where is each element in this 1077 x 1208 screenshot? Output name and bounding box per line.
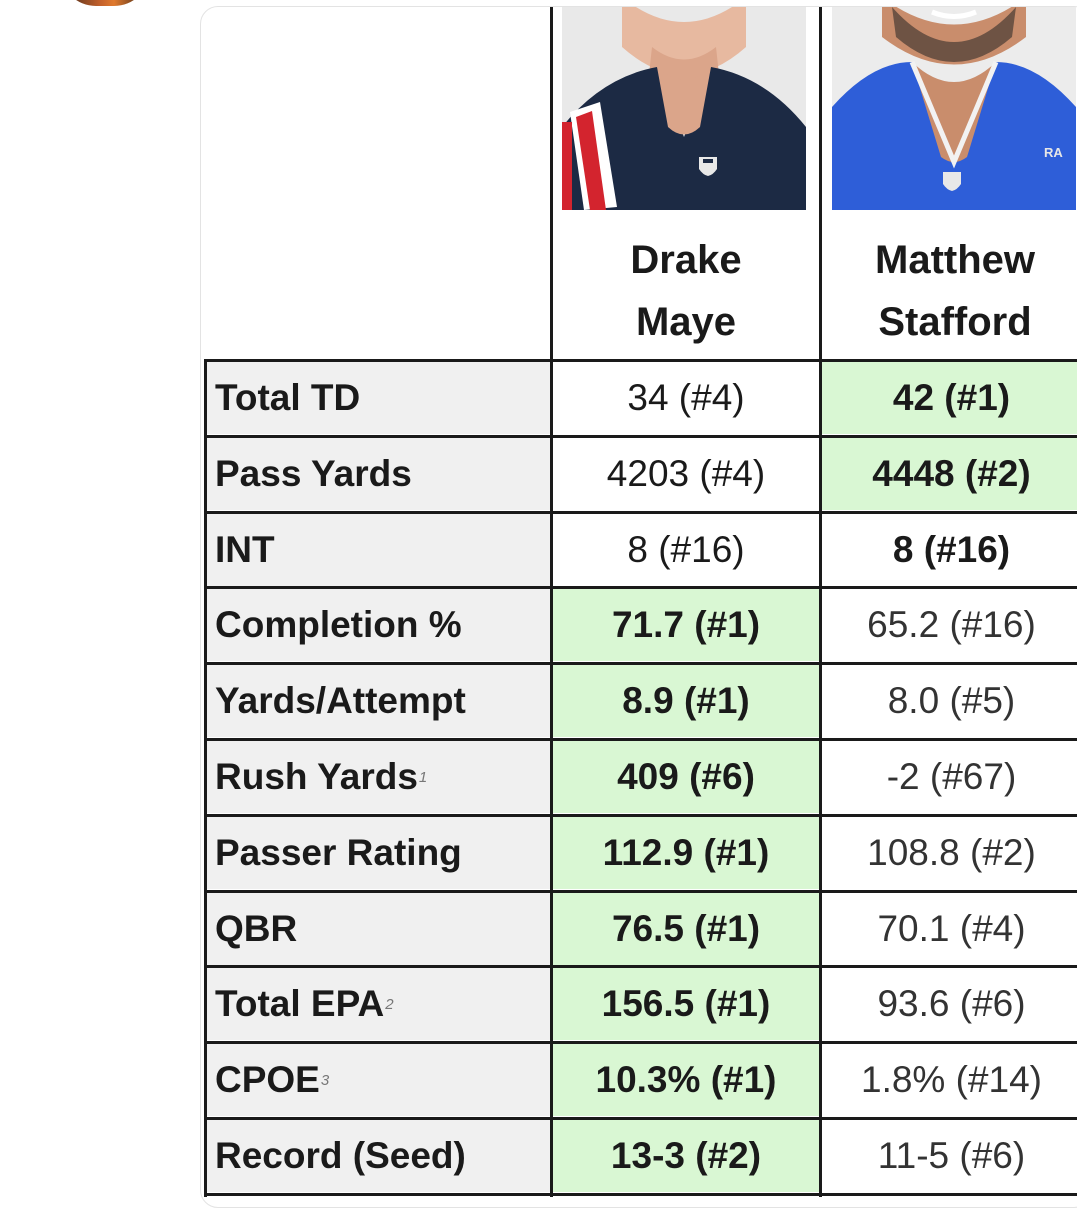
maye-value: 76.5 (#1) [553,893,819,965]
stat-label-text: Pass Yards [215,453,412,494]
table-row: INT 8 (#16) 8 (#16) [204,514,1077,586]
stafford-value: 4448 (#2) [822,438,1077,510]
row-divider [204,511,1077,514]
stat-label-text: Total EPA [215,983,385,1024]
row-divider [204,1041,1077,1044]
stat-label: Pass Yards [207,438,550,510]
table-row: Record (Seed) 13-3 (#2) 11-5 (#6) [204,1120,1077,1192]
row-divider [204,1193,1077,1196]
table-row: Pass Yards 4203 (#4) 4448 (#2) [204,438,1077,510]
stat-label: Passer Rating [207,817,550,889]
row-divider [204,738,1077,741]
stat-label-text: Yards/Attempt [215,680,466,721]
stat-label: Yards/Attempt [207,665,550,737]
stat-label-text: Passer Rating [215,832,462,873]
maye-value: 13-3 (#2) [553,1120,819,1192]
stafford-value: 108.8 (#2) [822,817,1077,889]
player-photo-maye [562,7,806,210]
table-row: Passer Rating 112.9 (#1) 108.8 (#2) [204,817,1077,889]
maye-value: 409 (#6) [553,741,819,813]
row-divider [204,435,1077,438]
stafford-value: 1.8% (#14) [822,1044,1077,1116]
row-divider [204,814,1077,817]
stat-label: Rush Yards 1 [207,741,550,813]
stat-label-text: Completion % [215,604,462,645]
stat-label: Total TD [207,362,550,434]
row-divider [204,1117,1077,1120]
stat-label: INT [207,514,550,586]
stat-label-text: Total TD [215,377,361,418]
table-row: Yards/Attempt 8.9 (#1) 8.0 (#5) [204,665,1077,737]
maye-value: 8 (#16) [553,514,819,586]
row-divider [204,359,1077,362]
stafford-value: 42 (#1) [822,362,1077,434]
stat-label-text: CPOE [215,1059,320,1100]
row-divider [204,965,1077,968]
table-left-border [204,359,207,1197]
stat-label: Total EPA 2 [207,968,550,1040]
stafford-value: 8 (#16) [822,514,1077,586]
player-photo-stafford: RA [832,7,1076,210]
table-row: CPOE 3 10.3% (#1) 1.8% (#14) [204,1044,1077,1116]
stafford-value: -2 (#67) [822,741,1077,813]
footnote-marker: 2 [385,995,394,1013]
player-name-stafford: Matthew Stafford [875,238,1035,344]
table-row: Completion % 71.7 (#1) 65.2 (#16) [204,589,1077,661]
player-name-maye: Drake Maye [630,238,742,344]
stats-comparison-table: RA Drake Maye Matthew Stafford Total TD 3… [204,7,1077,1197]
row-divider [204,890,1077,893]
stafford-value: 65.2 (#16) [822,589,1077,661]
stat-label-text: QBR [215,908,298,949]
footnote-marker: 1 [418,768,428,786]
row-divider [204,586,1077,589]
column-divider [819,7,822,1197]
table-row: QBR 76.5 (#1) 70.1 (#4) [204,893,1077,965]
maye-value: 71.7 (#1) [553,589,819,661]
maye-value: 156.5 (#1) [553,968,819,1040]
maye-value: 8.9 (#1) [553,665,819,737]
jersey-lettering: RA [1044,145,1063,160]
stat-label: CPOE 3 [207,1044,550,1116]
avatar[interactable] [60,0,150,6]
image-card[interactable]: RA Drake Maye Matthew Stafford Total TD 3… [200,6,1077,1208]
stat-label-text: INT [215,529,275,570]
maye-value: 4203 (#4) [553,438,819,510]
stafford-value: 8.0 (#5) [822,665,1077,737]
footnote-marker: 3 [320,1071,330,1089]
stat-label: Completion % [207,589,550,661]
table-row: Total TD 34 (#4) 42 (#1) [204,362,1077,434]
stat-label: QBR [207,893,550,965]
stat-label: Record (Seed) [207,1120,550,1192]
maye-value: 34 (#4) [553,362,819,434]
stafford-value: 70.1 (#4) [822,893,1077,965]
table-row: Total EPA 2 156.5 (#1) 93.6 (#6) [204,968,1077,1040]
stat-label-text: Rush Yards [215,756,418,797]
maye-value: 112.9 (#1) [553,817,819,889]
stafford-value: 11-5 (#6) [822,1120,1077,1192]
table-row: Rush Yards 1 409 (#6) -2 (#67) [204,741,1077,813]
column-divider [550,7,553,1197]
stafford-value: 93.6 (#6) [822,968,1077,1040]
row-divider [204,662,1077,665]
maye-value: 10.3% (#1) [553,1044,819,1116]
stat-label-text: Record (Seed) [215,1135,466,1176]
